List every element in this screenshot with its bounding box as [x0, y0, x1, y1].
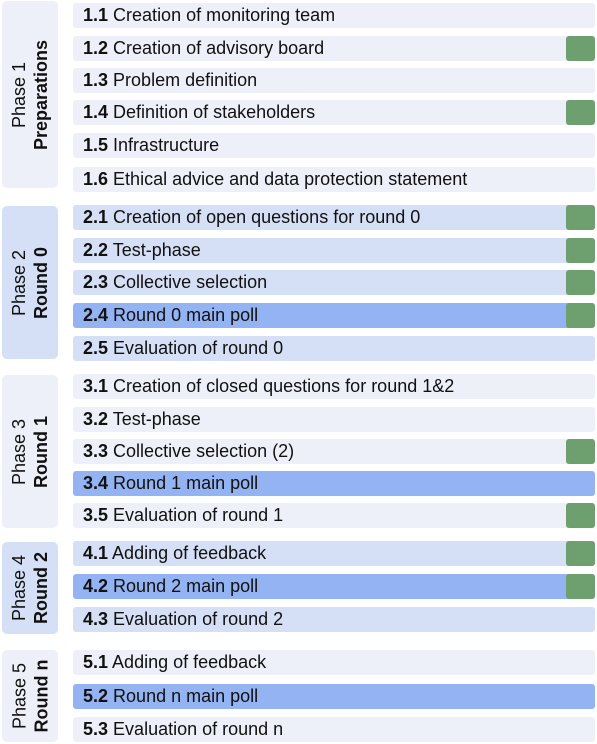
step-number: 1.5 — [83, 135, 109, 155]
status-marker — [566, 100, 595, 125]
phase-name: Round 2 — [31, 552, 51, 624]
step-text: Round 1 main poll — [113, 473, 259, 493]
step-row: 4.3 Evaluation of round 2 — [73, 607, 595, 632]
status-marker — [566, 205, 595, 230]
step-text: Evaluation of round n — [113, 719, 284, 739]
step-number: 3.4 — [83, 473, 109, 493]
phase-label: Phase 2 Round 0 — [2, 206, 58, 359]
phase-label: Phase 1 Preparations — [2, 1, 58, 188]
step-number: 5.2 — [83, 686, 109, 706]
step-row: 2.4 Round 0 main poll — [73, 303, 595, 328]
step-row: 4.1 Adding of feedback — [73, 541, 595, 566]
step-text: Round 2 main poll — [113, 576, 259, 596]
step-row: 4.2 Round 2 main poll — [73, 574, 595, 599]
phase-name: Preparations — [31, 39, 52, 150]
step-row: 1.4 Definition of stakeholders — [73, 100, 595, 125]
step-text: Creation of advisory board — [113, 38, 325, 58]
step-text: Infrastructure — [113, 135, 220, 155]
phase-label: Phase 4 Round 2 — [2, 542, 58, 634]
step-text: Problem definition — [113, 70, 258, 90]
status-marker — [566, 303, 595, 328]
step-text: Collective selection — [113, 272, 268, 292]
step-row: 3.2 Test-phase — [73, 407, 595, 432]
step-number: 5.1 — [83, 652, 109, 672]
step-row: 2.1 Creation of open questions for round… — [73, 205, 595, 230]
step-number: 2.3 — [83, 272, 109, 292]
step-row: 1.3 Problem definition — [73, 68, 595, 93]
step-number: 3.5 — [83, 505, 109, 525]
phase-name: Round 0 — [31, 246, 51, 319]
step-text: Evaluation of round 2 — [113, 609, 284, 629]
step-row: 5.1 Adding of feedback — [73, 650, 595, 675]
step-row: 1.6 Ethical advice and data protection s… — [73, 167, 595, 192]
status-marker — [566, 541, 595, 566]
step-text: Creation of open questions for round 0 — [113, 207, 421, 227]
step-row: 5.2 Round n main poll — [73, 684, 595, 709]
step-row: 5.3 Evaluation of round n — [73, 717, 595, 742]
step-text: Evaluation of round 0 — [113, 338, 284, 358]
step-number: 1.6 — [83, 169, 109, 189]
step-text: Creation of monitoring team — [113, 5, 336, 25]
step-text: Test-phase — [112, 240, 201, 260]
phase-label: Phase 3 Round 1 — [2, 375, 58, 528]
phase-number: Phase 5 — [9, 662, 30, 730]
status-marker — [566, 36, 595, 61]
step-row: 1.2 Creation of advisory board — [73, 36, 595, 61]
step-number: 3.1 — [83, 376, 109, 396]
step-number: 2.5 — [83, 338, 109, 358]
step-row: 1.1 Creation of monitoring team — [73, 3, 595, 28]
step-number: 2.1 — [83, 207, 109, 227]
step-row: 1.5 Infrastructure — [73, 133, 595, 158]
phase-number: Phase 1 — [9, 61, 30, 128]
phase-name: Round n — [31, 659, 52, 733]
step-text: Adding of feedback — [112, 543, 267, 563]
step-number: 2.4 — [83, 305, 109, 325]
step-row: 3.3 Collective selection (2) — [73, 439, 595, 464]
step-text: Adding of feedback — [112, 652, 267, 672]
step-number: 1.4 — [83, 102, 109, 122]
step-number: 4.3 — [83, 609, 109, 629]
step-text: Evaluation of round 1 — [113, 505, 284, 525]
phase-number: Phase 3 — [9, 418, 29, 485]
step-number: 1.2 — [83, 38, 109, 58]
step-row: 2.2 Test-phase — [73, 238, 595, 263]
step-row: 3.1 Creation of closed questions for rou… — [73, 374, 595, 399]
status-marker — [566, 439, 595, 464]
step-number: 2.2 — [83, 240, 109, 260]
step-number: 3.2 — [83, 409, 109, 429]
step-text: Ethical advice and data protection state… — [113, 169, 468, 189]
step-row: 2.3 Collective selection — [73, 270, 595, 295]
phase-name: Round 1 — [31, 415, 51, 488]
step-number: 1.3 — [83, 70, 109, 90]
step-number: 3.3 — [83, 441, 109, 461]
phase-label: Phase 5 Round n — [2, 650, 58, 742]
phase-number: Phase 4 — [9, 554, 29, 622]
status-marker — [566, 238, 595, 263]
step-number: 5.3 — [83, 719, 109, 739]
status-marker — [566, 574, 595, 599]
step-number: 1.1 — [83, 5, 109, 25]
step-text: Collective selection (2) — [113, 441, 295, 461]
step-text: Creation of closed questions for round 1… — [113, 376, 455, 396]
step-number: 4.2 — [83, 576, 109, 596]
step-text: Round 0 main poll — [113, 305, 259, 325]
step-text: Round n main poll — [113, 686, 259, 706]
step-number: 4.1 — [83, 543, 109, 563]
step-row: 2.5 Evaluation of round 0 — [73, 336, 595, 361]
status-marker — [566, 503, 595, 528]
phase-number: Phase 2 — [9, 249, 29, 316]
status-marker — [566, 270, 595, 295]
step-text: Test-phase — [112, 409, 201, 429]
step-row: 3.4 Round 1 main poll — [73, 471, 595, 496]
step-row: 3.5 Evaluation of round 1 — [73, 503, 595, 528]
step-text: Definition of stakeholders — [113, 102, 316, 122]
